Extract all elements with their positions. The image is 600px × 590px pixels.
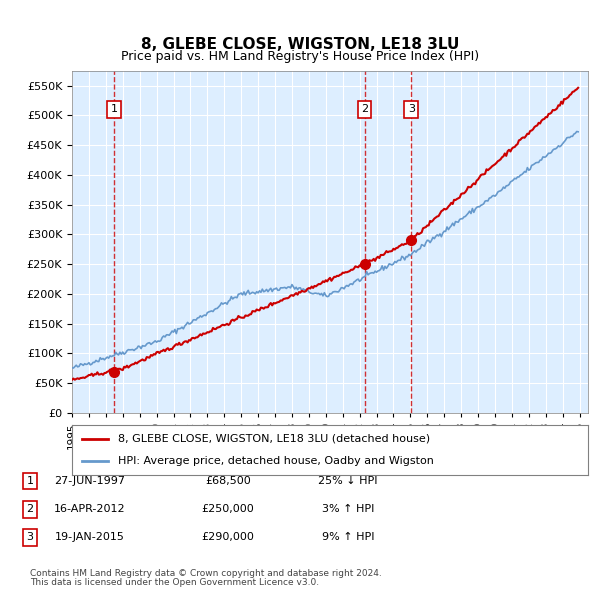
Text: 8, GLEBE CLOSE, WIGSTON, LE18 3LU (detached house): 8, GLEBE CLOSE, WIGSTON, LE18 3LU (detac… [118,434,431,444]
Text: £250,000: £250,000 [202,504,254,514]
Text: 3: 3 [408,104,415,114]
Text: 16-APR-2012: 16-APR-2012 [54,504,126,514]
Text: £68,500: £68,500 [205,476,251,486]
Text: 2: 2 [26,504,34,514]
Text: This data is licensed under the Open Government Licence v3.0.: This data is licensed under the Open Gov… [30,578,319,587]
Text: 19-JAN-2015: 19-JAN-2015 [55,533,125,542]
Text: Price paid vs. HM Land Registry's House Price Index (HPI): Price paid vs. HM Land Registry's House … [121,50,479,63]
Text: Contains HM Land Registry data © Crown copyright and database right 2024.: Contains HM Land Registry data © Crown c… [30,569,382,578]
Text: 9% ↑ HPI: 9% ↑ HPI [322,533,374,542]
Text: 3% ↑ HPI: 3% ↑ HPI [322,504,374,514]
Text: 1: 1 [110,104,118,114]
Text: 25% ↓ HPI: 25% ↓ HPI [318,476,378,486]
Text: 8, GLEBE CLOSE, WIGSTON, LE18 3LU: 8, GLEBE CLOSE, WIGSTON, LE18 3LU [141,37,459,52]
Text: HPI: Average price, detached house, Oadby and Wigston: HPI: Average price, detached house, Oadb… [118,456,434,466]
Text: 3: 3 [26,533,34,542]
Text: £290,000: £290,000 [202,533,254,542]
Text: 1: 1 [26,476,34,486]
Text: 27-JUN-1997: 27-JUN-1997 [55,476,125,486]
Text: 2: 2 [361,104,368,114]
